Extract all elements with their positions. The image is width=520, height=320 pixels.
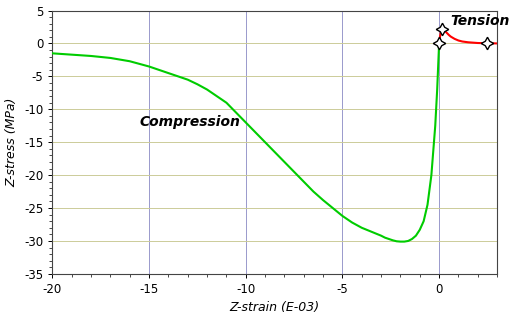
Text: Compression: Compression (139, 115, 240, 129)
X-axis label: Z-strain (E-03): Z-strain (E-03) (230, 301, 320, 315)
Y-axis label: Z-stress (MPa): Z-stress (MPa) (6, 98, 19, 187)
Text: Tension: Tension (451, 14, 510, 28)
